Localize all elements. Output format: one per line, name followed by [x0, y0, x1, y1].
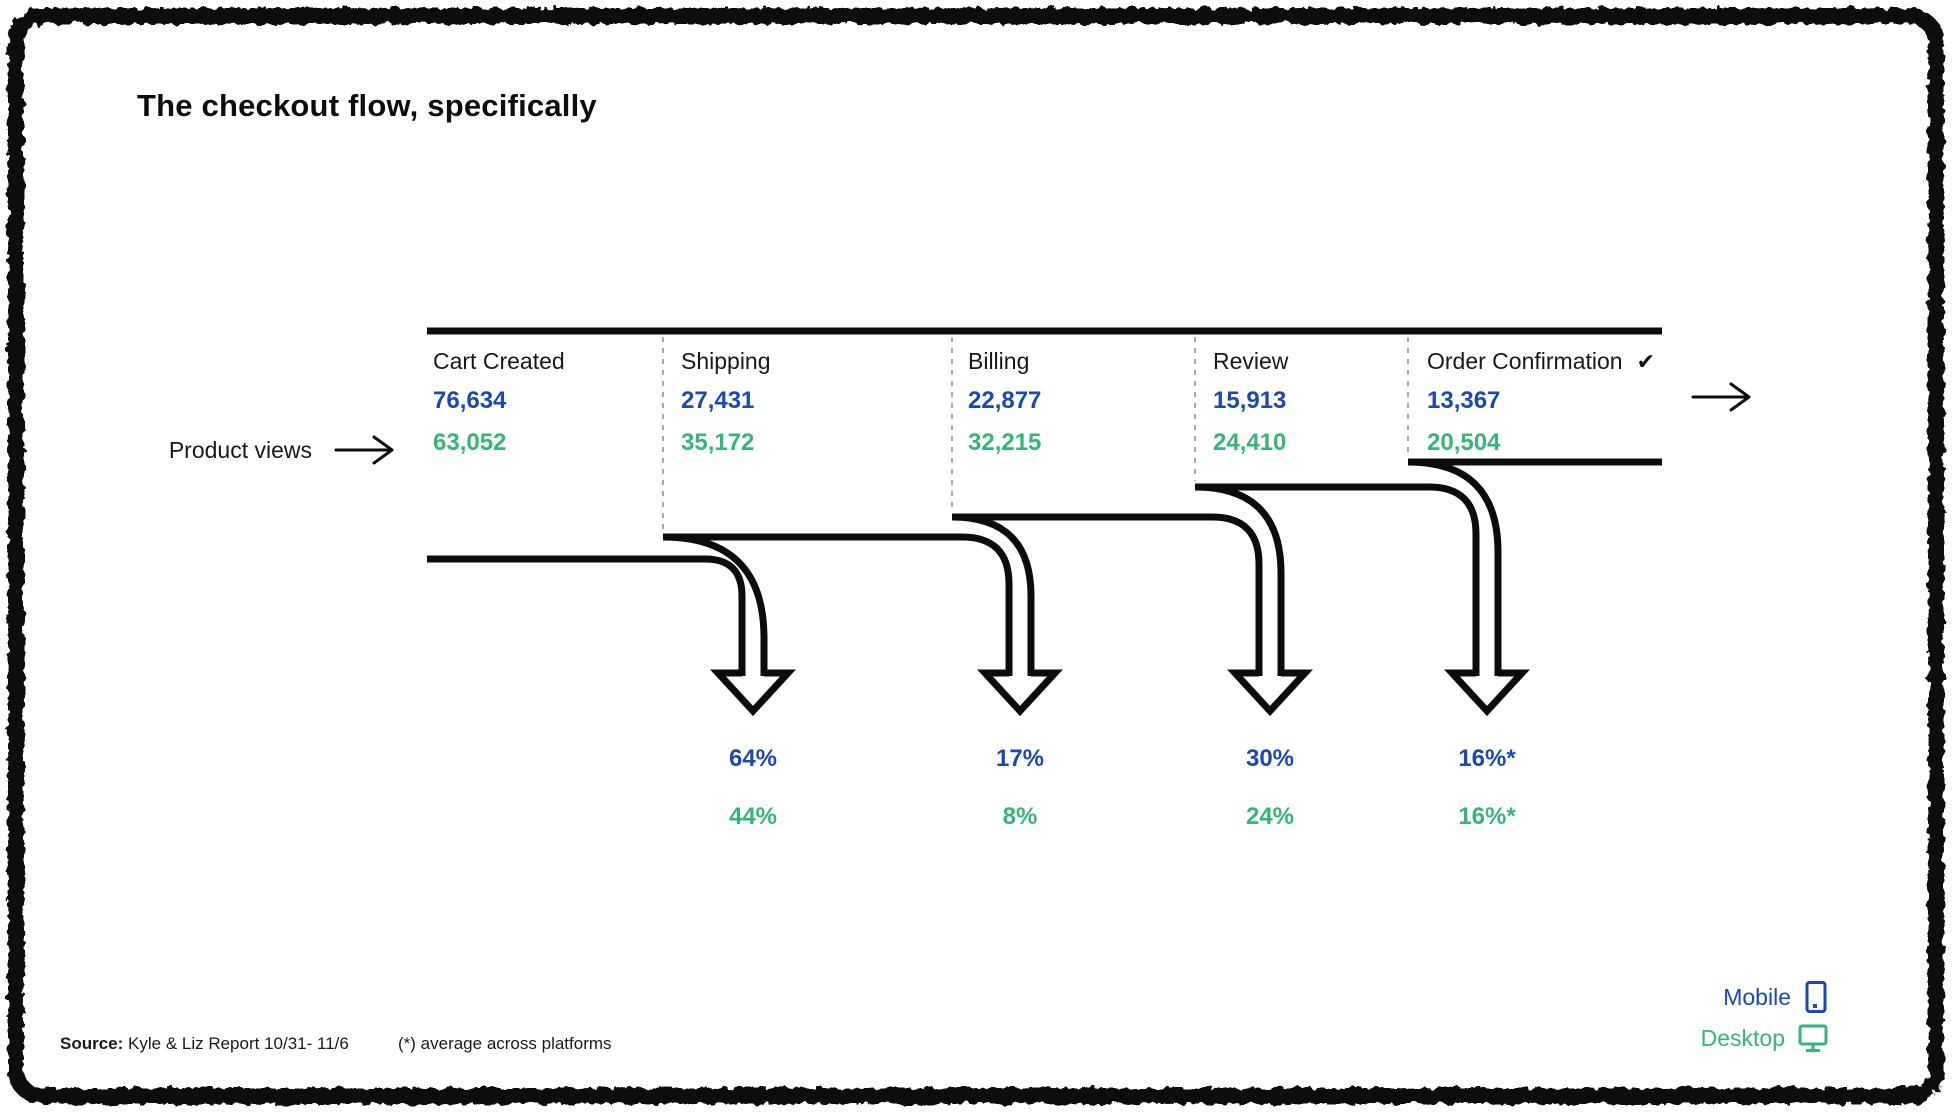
- pipe-bottom-3-outer-wall: [952, 513, 1263, 676]
- dropoff-arrowheads: [710, 669, 1530, 717]
- exit-arrow-head: [1729, 382, 1751, 412]
- dropoff-arrowhead-3: [1227, 669, 1313, 717]
- exit-arrow: [1691, 382, 1751, 412]
- stage-label: Billing: [968, 348, 1030, 374]
- stage-desktop-value: 20,504: [1427, 429, 1501, 456]
- stage-label: Cart Created: [433, 348, 565, 374]
- dropoff-desktop-pct: 44%: [728, 803, 778, 830]
- desktop-monitor-icon: [1798, 1024, 1828, 1052]
- stage-mobile-value: 13,367: [1427, 387, 1501, 414]
- stage-mobile-value: 76,634: [433, 387, 507, 414]
- stage-desktop-value: 35,172: [681, 429, 755, 456]
- dropoff-mobile-pct: 64%: [728, 745, 778, 772]
- stage-desktop-value: 32,215: [968, 429, 1042, 456]
- stage-order-confirmation: Order Confirmation ✔ 13,367 20,504: [1427, 348, 1687, 457]
- pipe-bottom-1-outer-wall: [427, 555, 746, 676]
- dropoff-desktop-pct: 16%*: [1458, 803, 1516, 830]
- stage-label: Shipping: [681, 348, 771, 374]
- stage-billing: Billing 22,877 32,215: [968, 348, 1228, 457]
- stage-label: Review: [1213, 348, 1289, 374]
- dropoff-arrowhead-4: [1444, 669, 1530, 717]
- entry-label: Product views: [168, 437, 312, 463]
- stage-dividers: [662, 337, 1409, 531]
- page-title: The checkout flow, specifically: [137, 88, 597, 123]
- stage-desktop-value: 63,052: [433, 429, 507, 456]
- stage-mobile-value: 22,877: [968, 387, 1042, 414]
- legend-mobile: Mobile: [1723, 980, 1828, 1014]
- stage-mobile-value: 15,913: [1213, 387, 1287, 414]
- stage-shipping: Shipping 27,431 35,172: [681, 348, 941, 457]
- check-icon: ✔: [1636, 350, 1656, 375]
- rough-frame-border: [8, 8, 1944, 1104]
- dropoff-2: 17% 8%: [996, 745, 1044, 831]
- legend-desktop-label: Desktop: [1700, 1025, 1785, 1051]
- dropoff-desktop-pct: 8%: [1002, 803, 1038, 830]
- pipe-bottom-4-outer-wall: [1195, 483, 1480, 676]
- dropoff-mobile-pct: 16%*: [1458, 745, 1516, 772]
- dropoff-mobile-pct: 17%: [995, 745, 1045, 772]
- funnel-pipes: [427, 458, 1662, 676]
- stage-review: Review 15,913 24,410: [1213, 348, 1473, 457]
- legend-desktop: Desktop: [1701, 1024, 1828, 1053]
- legend-mobile-label: Mobile: [1723, 983, 1791, 1010]
- pipe-bottom-2-outer-wall: [663, 533, 1013, 676]
- dropoff-mobile-pct: 30%: [1245, 745, 1295, 772]
- source-label: Source:: [60, 1034, 124, 1053]
- stage-cart-created: Cart Created 76,634 63,052: [433, 348, 693, 457]
- source-text: Kyle & Liz Report 10/31- 11/6: [123, 1034, 349, 1053]
- dropoff-desktop-pct: 24%: [1245, 803, 1295, 830]
- asterisk-note: (*) average across platforms: [398, 1034, 612, 1053]
- mobile-phone-icon: [1805, 981, 1827, 1013]
- stage-label: Order Confirmation ✔: [1427, 348, 1687, 375]
- dropoff-3: 30% 24%: [1246, 745, 1294, 831]
- stage-label-text: Order Confirmation: [1427, 348, 1623, 374]
- stage-mobile-value: 27,431: [681, 387, 755, 414]
- dropoff-4: 16%* 16%*: [1458, 745, 1515, 831]
- source-note: Source: Kyle & Liz Report 10/31- 11/6: [60, 1034, 349, 1054]
- dropoff-arrowhead-2: [977, 669, 1063, 717]
- dropoff-arrowhead-1: [710, 669, 796, 717]
- stage-desktop-value: 24,410: [1213, 429, 1287, 456]
- entry-arrow-head: [372, 435, 394, 465]
- entry-arrow: [334, 435, 394, 465]
- dropoff-1: 64% 44%: [729, 745, 777, 831]
